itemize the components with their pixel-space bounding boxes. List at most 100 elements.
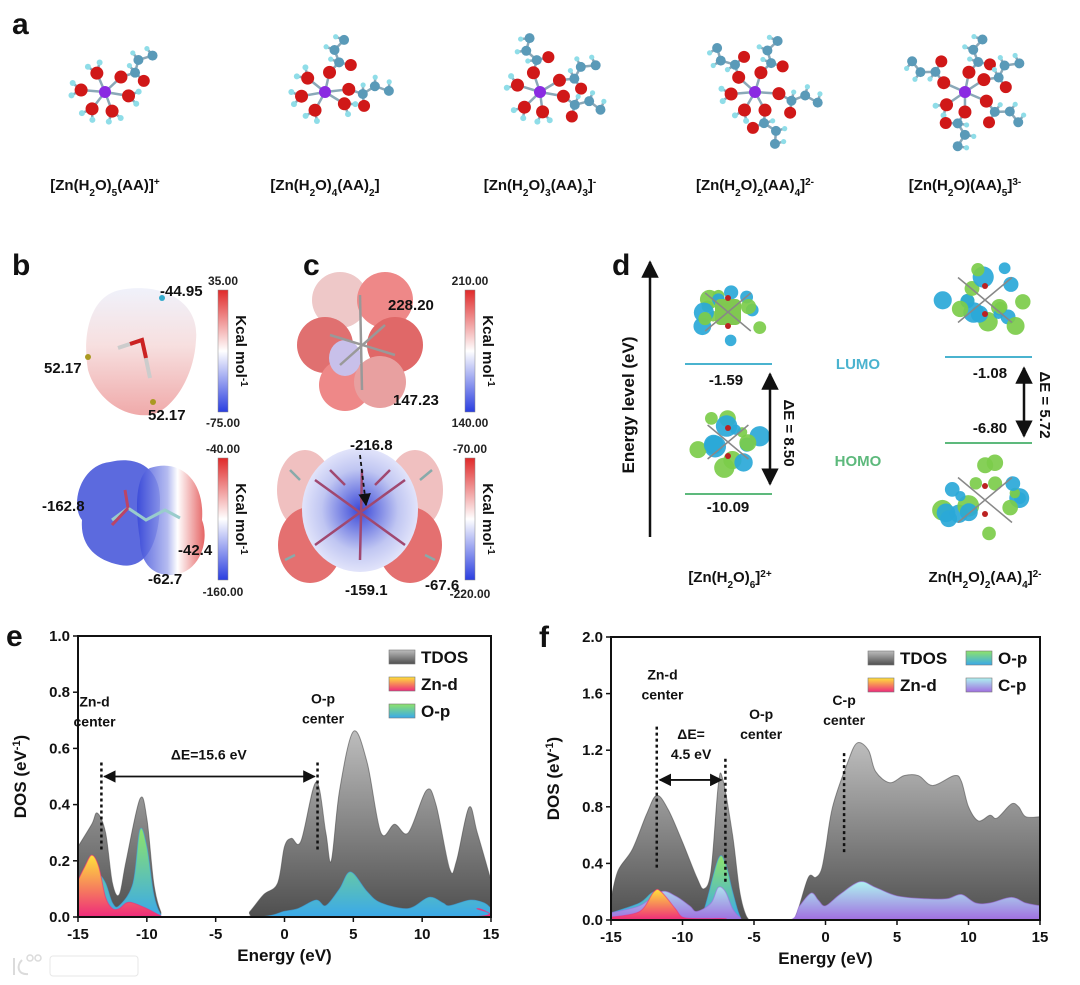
esp-value: -62.7: [148, 571, 182, 588]
panel-label: f: [539, 621, 550, 654]
annotation-text: Zn-d: [79, 693, 109, 709]
annotation-text: center: [641, 686, 684, 702]
x-tick-label: 0: [280, 926, 288, 943]
y-tick-label: 1.0: [49, 628, 70, 645]
scale-min: -160.00: [203, 585, 244, 599]
molecule-structure: [904, 33, 1027, 152]
molecule-label-4: [Zn(H2O)2(AA)4]2-: [696, 177, 814, 199]
x-tick-label: 5: [893, 929, 901, 946]
x-tick-label: -15: [67, 926, 89, 943]
dos-area-zn-d: [78, 854, 491, 917]
annotation-text: C-p: [832, 692, 855, 708]
scale-min: 140.00: [452, 416, 489, 430]
x-tick-label: 15: [1032, 929, 1049, 946]
molecule-structure: [503, 33, 607, 125]
panel-c-label: c: [303, 249, 320, 282]
legend-label: Zn-d: [421, 675, 458, 694]
legend-item-tdos: TDOS: [388, 648, 468, 667]
legend-item-c-p: C-p: [965, 676, 1026, 695]
legend-label: C-p: [998, 676, 1026, 695]
color-scale-bar: [217, 289, 229, 413]
annotation-text: ΔE=: [677, 726, 705, 742]
homo-label: HOMO: [835, 453, 882, 470]
molecule-label-1: [Zn(H2O)5(AA)]+: [50, 177, 160, 199]
y-tick-label: 0.4: [582, 855, 604, 872]
dos-area-tdos: [611, 742, 1040, 920]
legend-label: Zn-d: [900, 676, 937, 695]
scale-min: -220.00: [450, 587, 491, 601]
scale-max: -40.00: [206, 442, 240, 456]
gap-right: ΔE = 5.72: [1036, 371, 1053, 438]
dos-area-zn-d: [611, 888, 1040, 920]
homo-energy-right: -6.80: [973, 420, 1007, 437]
x-axis-label: Energy (eV): [237, 946, 331, 965]
y-tick-label: 1.2: [582, 742, 603, 759]
x-tick-label: 15: [483, 926, 500, 943]
y-tick-label: 0.0: [49, 909, 70, 926]
y-axis-label: DOS (eV-1): [544, 737, 563, 820]
color-scale-bar: [464, 457, 476, 581]
legend-item-tdos: TDOS: [867, 649, 947, 668]
complex-label-left: [Zn(H2O)6]2+: [688, 569, 772, 591]
esp-value: 228.20: [388, 297, 434, 314]
delta-e-label: ΔE=15.6 eV: [171, 747, 248, 763]
dos-area-c-p: [611, 881, 1040, 920]
dos-chart-f: f -15 -10 -5 0 5 10 15 0.0 0.4 0.8 1.2 1.6 2.0 Energy …: [539, 621, 1048, 968]
legend-item-zn-d: Zn-d: [867, 676, 937, 695]
molecule-label-5: [Zn(H2O)(AA)5]3-: [909, 177, 1022, 199]
x-tick-label: 10: [960, 929, 977, 946]
homo-energy-left: -10.09: [707, 499, 750, 516]
y-tick-label: 0.8: [582, 799, 603, 816]
scale-unit: Kcal mol-1: [232, 315, 250, 387]
zinc-atom: [534, 86, 546, 98]
lumo-energy-right: -1.08: [973, 365, 1007, 382]
annotation-text: 4.5 eV: [671, 746, 712, 762]
legend-item-o-p: O-p: [388, 702, 450, 721]
color-scale-bar: [464, 289, 476, 413]
panel-a-molecules: [68, 33, 1027, 152]
esp-surface-water: [85, 288, 197, 416]
legend-label: TDOS: [900, 649, 947, 668]
y-tick-label: 1.6: [582, 686, 603, 703]
annotation-text: center: [740, 726, 783, 742]
annotation-text: O-p: [749, 706, 773, 722]
watermark-logo: [13, 954, 139, 977]
esp-surface-zn-hexaaqua: [297, 272, 423, 411]
y-tick-label: 0.0: [582, 912, 603, 929]
zinc-atom: [959, 86, 971, 98]
legend-item-o-p: O-p: [965, 649, 1027, 668]
legend-item-zn-d: Zn-d: [388, 675, 458, 694]
x-tick-label: -5: [209, 926, 222, 943]
esp-value: -42.4: [178, 542, 213, 559]
scale-max: 35.00: [208, 274, 238, 288]
esp-value: -162.8: [42, 498, 85, 515]
x-tick-label: -10: [672, 929, 694, 946]
complex-label-right: Zn(H2O)2(AA)4]2-: [928, 569, 1041, 591]
molecule-label-2: [Zn(H2O)4(AA)2]: [270, 177, 379, 199]
dos-chart-e: e -15 -10 -5 0 5 10 15 0.0 0.2 0.4 0.6 0.8 1.0 Energy …: [6, 620, 499, 965]
molecule-structure: [706, 34, 823, 149]
annotation-text: Zn-d: [647, 666, 677, 682]
dashed-arrow: [358, 454, 371, 507]
x-tick-label: 5: [349, 926, 357, 943]
esp-value: 52.17: [148, 407, 186, 424]
annotation-text: center: [823, 712, 866, 728]
x-tick-label: 10: [414, 926, 431, 943]
energy-axis-label: Energy level (eV): [619, 336, 638, 473]
panel-b-label: b: [12, 249, 30, 282]
legend-label: O-p: [998, 649, 1027, 668]
scale-unit: Kcal mol-1: [479, 483, 497, 555]
scale-max: -70.00: [453, 442, 487, 456]
color-scale-bar: [217, 457, 229, 581]
lumo-label: LUMO: [836, 356, 880, 373]
esp-value: 52.17: [44, 360, 82, 377]
legend-label: TDOS: [421, 648, 468, 667]
annotation-text: center: [302, 710, 345, 726]
esp-value: -216.8: [350, 437, 393, 454]
orbital-isosurface: [932, 454, 1030, 541]
annotation-text: O-p: [311, 690, 335, 706]
esp-surface-acrylate: [77, 460, 205, 575]
scale-max: 210.00: [452, 274, 489, 288]
zinc-atom: [749, 86, 761, 98]
